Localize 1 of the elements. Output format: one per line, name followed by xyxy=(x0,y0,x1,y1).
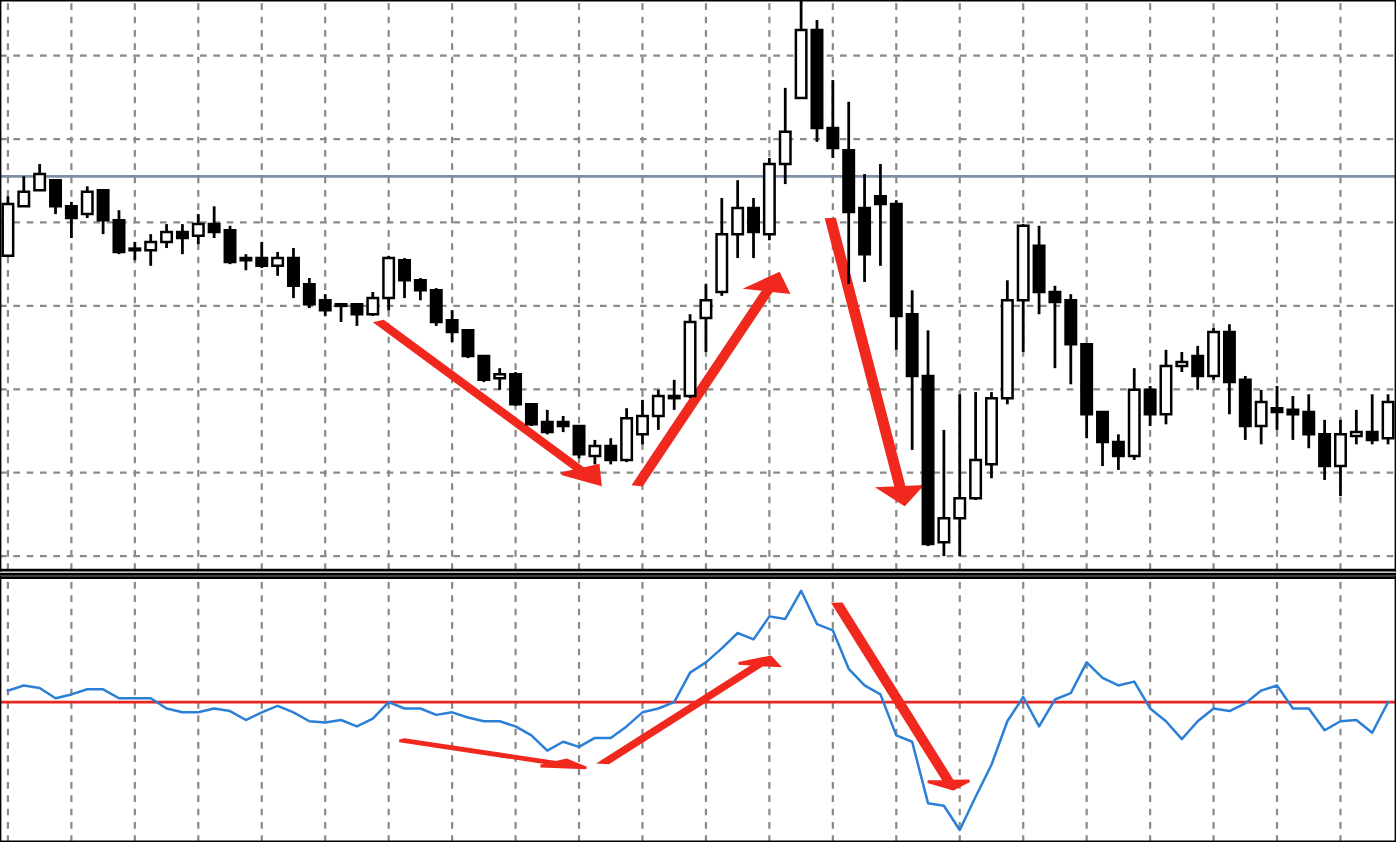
candlestick xyxy=(699,282,713,354)
